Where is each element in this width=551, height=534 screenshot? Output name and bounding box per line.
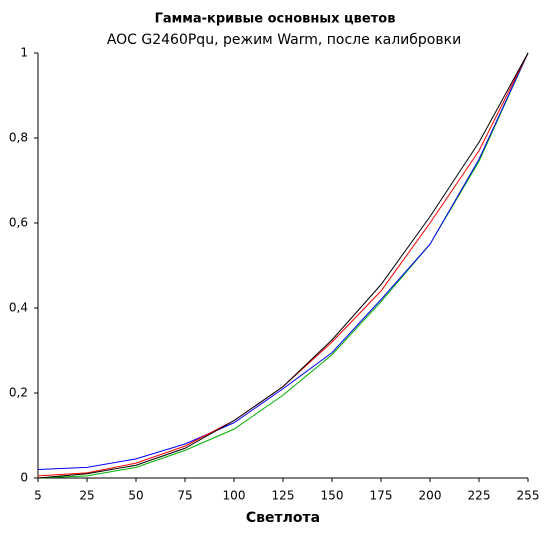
chart-title: Гамма-кривые основных цветов <box>155 12 396 27</box>
x-tick-label: 5 <box>34 489 42 503</box>
x-tick-label: 50 <box>128 489 143 503</box>
x-tick-label: 25 <box>79 489 94 503</box>
series-line <box>37 52 529 470</box>
x-tick-label: 255 <box>517 489 540 503</box>
x-tick-label: 175 <box>370 489 393 503</box>
x-tick-label: 225 <box>468 489 491 503</box>
y-tick-label: 1 <box>20 46 28 60</box>
x-tick-label: 200 <box>419 489 442 503</box>
y-tick-label: 0 <box>20 471 28 485</box>
series-line <box>37 52 529 479</box>
chart-subtitle: AOC G2460Pqu, режим Warm, после калибров… <box>107 32 461 48</box>
y-tick-label: 0,2 <box>9 386 28 400</box>
series-line <box>37 52 529 477</box>
series-line <box>37 52 529 479</box>
y-tick-label: 0,8 <box>9 131 28 145</box>
y-tick-label: 0,6 <box>9 216 28 230</box>
x-tick-label: 150 <box>321 489 344 503</box>
y-tick-label: 0,4 <box>9 301 28 315</box>
x-tick-label: 100 <box>223 489 246 503</box>
x-tick-label: 75 <box>177 489 192 503</box>
x-tick-label: 125 <box>272 489 295 503</box>
x-axis-label: Светлота <box>246 510 320 526</box>
